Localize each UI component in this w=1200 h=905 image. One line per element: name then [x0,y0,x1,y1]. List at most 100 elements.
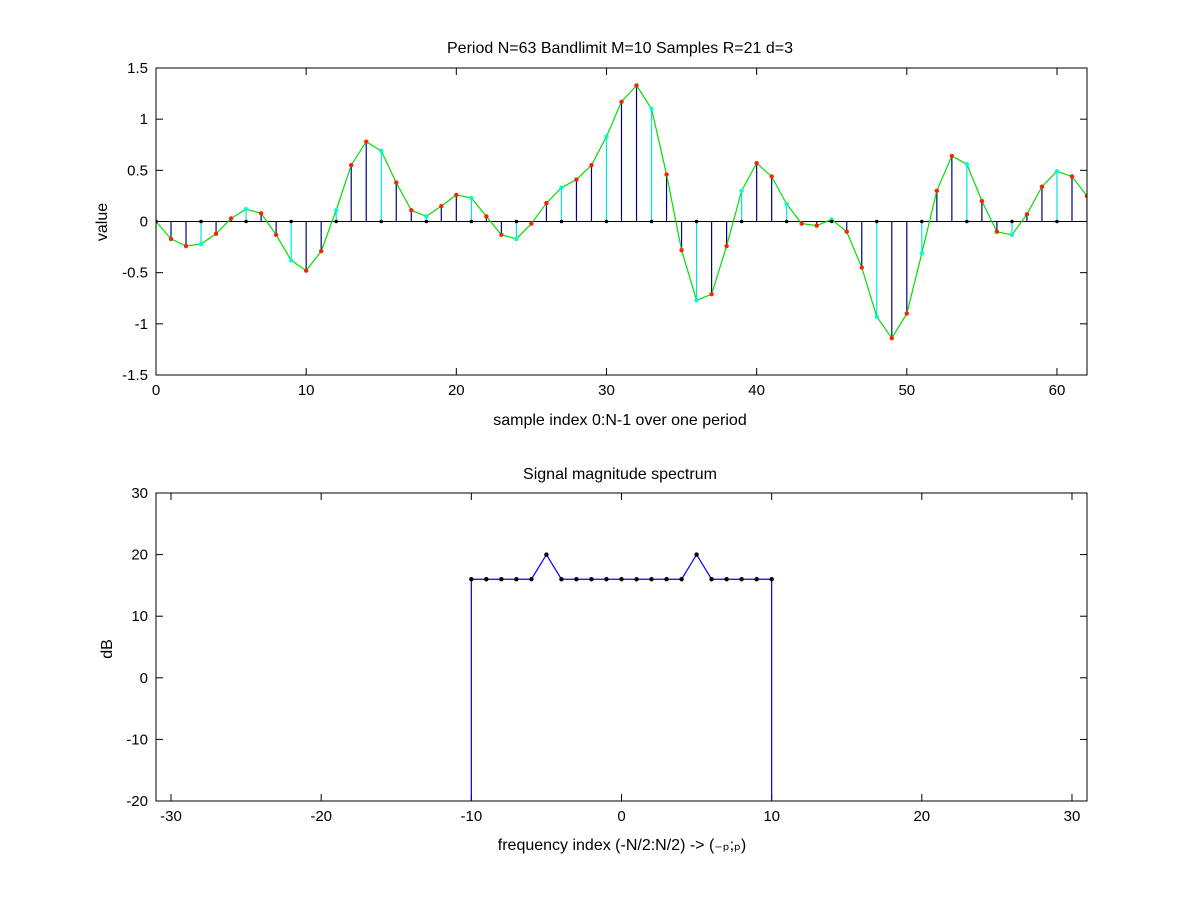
zero-marker [784,219,789,224]
spectrum-point [709,577,714,582]
top-x-tick-label: 60 [1049,382,1066,399]
spectrum-point [634,577,639,582]
top-plot-area: 0 10 20 30 40 50 60 -1.5 -1 -0.5 0 0.5 1 1.5 [122,60,1088,399]
bottom-y-tick-label: 20 [131,547,148,564]
sample-marker [559,185,564,190]
bottom-x-tick-label: 20 [913,808,930,825]
signal-marker [844,229,849,234]
spectrum-point [559,577,564,582]
zero-marker [199,219,203,224]
top-x-tick-label: 30 [598,382,615,399]
top-y-tick-label: -0.5 [122,265,148,282]
sample-marker [739,188,744,193]
bottom-y-axis-label: dB [99,639,116,659]
signal-marker [679,247,684,253]
spectrum-point [499,577,504,582]
spectrum-point [529,577,534,582]
signal-marker [168,236,174,242]
zero-marker [244,219,248,224]
top-panel: Period N=63 Bandlimit M=10 Samples R=21 … [94,40,1088,429]
bottom-x-tick-label: -20 [310,808,332,825]
zero-marker [649,219,654,224]
bottom-y-tick-label: -20 [126,793,148,810]
bottom-x-tick-label: 30 [1064,808,1081,825]
bottom-y-tick-label: 30 [131,485,148,502]
bottom-x-tick-label: -30 [160,808,182,825]
top-y-tick-label: -1 [135,316,148,333]
spectrum-point [724,577,729,582]
zero-marker [514,219,519,224]
signal-marker [574,177,579,182]
top-y-tick-label: 0 [140,214,148,231]
signal-marker [799,221,804,226]
sample-marker [379,148,384,154]
top-y-tick-label: 1.5 [127,60,148,77]
bottom-x-tick-label: 10 [763,808,780,825]
top-x-tick-label: 0 [152,382,160,399]
signal-marker [619,99,624,104]
spectrum-point [664,577,669,582]
spectrum-point [514,577,519,582]
top-x-axis-label: sample index 0:N-1 over one period [493,412,746,429]
signal-marker [709,291,714,297]
sample-marker [514,236,519,242]
signal-marker [1084,193,1087,199]
signal-marker [1024,212,1030,217]
spectrum-point [544,552,549,557]
zero-marker [604,219,609,224]
spectrum-point [619,577,624,582]
bottom-chart-title: Signal magnitude spectrum [523,466,717,483]
top-x-tick-label: 40 [748,382,765,399]
zero-marker [874,219,879,224]
signal-marker [904,311,910,316]
bottom-y-tick-label: 0 [140,670,148,687]
sample-marker [424,214,429,219]
signal-marker [1069,174,1075,179]
signal-marker [484,214,489,219]
top-y-tick-label: 0.5 [127,162,148,179]
spectrum-point [589,577,594,582]
zero-marker [289,219,293,224]
zero-marker [1010,219,1014,224]
spectrum-point [574,577,579,582]
signal-marker [318,248,324,254]
sample-marker [1009,232,1015,238]
zero-marker [829,219,834,224]
sample-marker [243,207,249,212]
zero-marker [379,219,384,224]
signal-marker [754,160,759,166]
zero-marker [1055,219,1059,224]
signal-marker [979,198,985,204]
spectrum-point [739,577,744,582]
sample-marker [1054,169,1060,174]
signal-marker [934,188,940,193]
sample-marker [198,241,204,247]
signal-marker [544,200,549,206]
sample-marker [694,298,699,303]
bottom-y-tick-label: -10 [126,731,148,748]
top-x-tick-label: 50 [898,382,915,399]
zero-marker [920,219,924,224]
signal-marker [183,243,189,249]
signal-marker [409,208,414,213]
spectrum-point [484,577,489,582]
signal-marker [769,174,774,179]
zero-marker [965,219,969,224]
sample-marker [469,195,474,201]
zero-marker [694,219,699,224]
sample-marker [874,314,879,319]
signal-marker [364,139,369,144]
spectrum-point [604,577,609,582]
signal-marker [664,172,669,177]
signal-marker [273,232,279,238]
bottom-x-tick-label: -10 [460,808,482,825]
bottom-panel: Signal magnitude spectrum frequency inde… [99,466,1088,854]
top-axes-frame [155,67,1088,376]
bottom-x-tick-label: 0 [617,808,625,825]
top-data-layer [156,83,1087,341]
signal-marker [994,229,1000,234]
signal-marker [1039,184,1045,189]
spectrum-point [679,577,684,582]
zero-marker [739,219,744,224]
